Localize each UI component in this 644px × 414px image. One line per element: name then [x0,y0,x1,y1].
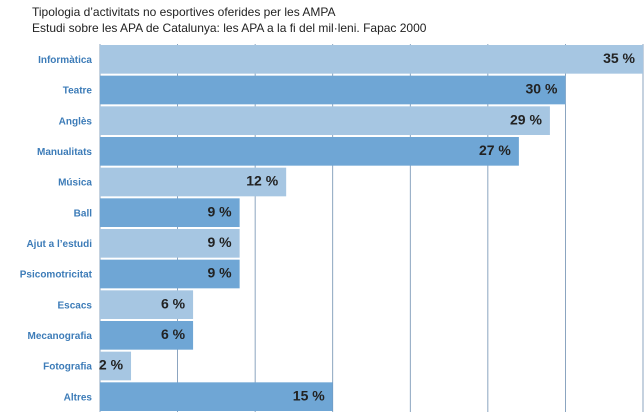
bar [100,229,240,258]
bar [100,75,566,105]
value-label: 6 % [161,295,186,311]
category-label: Psicomotricitat [20,270,93,281]
category-label: Altres [64,392,93,403]
value-label: 35 % [603,50,635,66]
value-label: 6 % [161,326,186,342]
category-label: Ball [74,208,93,219]
value-label: 9 % [208,265,233,281]
category-label: Fotografia [43,362,92,373]
category-label: Informàtica [38,55,92,66]
value-label: 2 % [99,357,124,373]
chart-subtitle: Estudi sobre les APA de Catalunya: les A… [32,21,427,35]
value-label: 9 % [208,203,233,219]
bar [100,382,333,411]
category-label: Música [58,178,92,189]
category-label: Ajut a l’estudi [26,239,92,250]
value-label: 27 % [479,142,511,158]
value-label: 30 % [526,81,558,97]
bar [100,106,550,135]
bar [100,45,643,74]
value-label: 29 % [510,111,542,127]
bar [100,259,240,289]
value-label: 9 % [208,234,233,250]
bar [100,167,287,197]
category-label: Anglès [59,116,93,127]
value-label: 15 % [293,387,325,403]
category-label: Mecanografia [28,331,93,342]
chart-title: Tipologia d’activitats no esportives ofe… [32,5,335,19]
bar [100,290,194,319]
category-label: Teatre [63,86,93,97]
bar [100,351,132,381]
category-label: Escacs [58,300,93,311]
bar [100,321,194,350]
value-label: 12 % [246,173,278,189]
category-label: Manualitats [37,147,92,158]
bar [100,198,240,227]
bar [100,137,519,166]
